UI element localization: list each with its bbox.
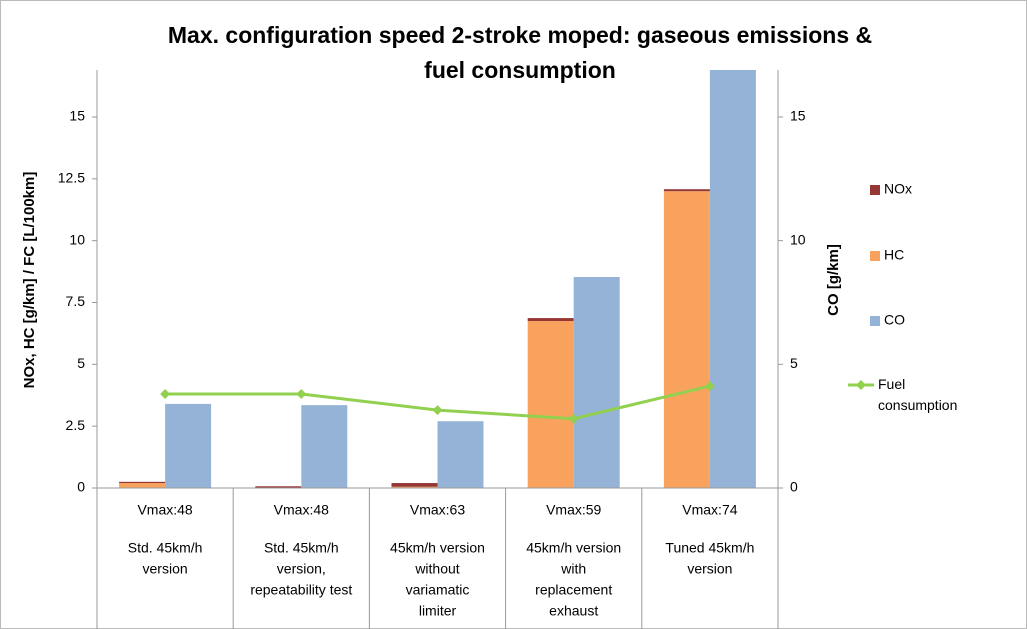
legend-swatch — [870, 185, 880, 195]
bar-segment — [527, 321, 574, 488]
y2-tick-label: 15 — [790, 108, 806, 124]
bar — [437, 421, 484, 488]
x-tick-label: limiter — [419, 603, 457, 619]
x-tick-label: exhaust — [549, 603, 598, 619]
x-tick-label: version — [143, 561, 188, 577]
x-tick-label: repeatability test — [250, 582, 352, 598]
bar — [709, 70, 756, 489]
bar-segment — [119, 481, 166, 484]
bar-segment — [663, 191, 710, 489]
x-tick-label: 45km/h version — [390, 540, 485, 556]
x-tick-label: Vmax:74 — [682, 502, 737, 518]
line-marker — [704, 381, 715, 392]
x-tick-label: Vmax:59 — [546, 502, 601, 518]
x-tick-label: Tuned 45km/h — [665, 540, 754, 556]
y-axis-title: NOx, HC [g/km] / FC [L/100km] — [21, 172, 38, 389]
legend-line: consumption — [878, 397, 957, 413]
x-tick-label: Vmax:48 — [137, 502, 192, 518]
legend-swatch — [870, 251, 880, 261]
line-marker — [432, 405, 443, 416]
bar-segment — [391, 486, 438, 488]
bar — [573, 277, 620, 488]
y-tick-label: 5 — [77, 355, 85, 371]
x-tick-label: 45km/h version — [526, 540, 621, 556]
x-tick-label: Vmax:63 — [410, 502, 465, 518]
y-tick-label: 2.5 — [66, 417, 86, 433]
legend-line: Fuel — [878, 376, 905, 392]
legend-marker — [856, 380, 866, 390]
x-tick-label: version, — [277, 561, 326, 577]
x-tick-label: with — [560, 561, 586, 577]
x-tick-label: variamatic — [406, 582, 470, 598]
x-tick-label: replacement — [535, 582, 612, 598]
bar-segment — [119, 483, 166, 488]
bar-segment — [527, 318, 574, 322]
y-tick-label: 15 — [69, 108, 85, 124]
bar — [165, 403, 212, 488]
y-tick-label: 10 — [69, 231, 85, 247]
x-tick-label: without — [414, 561, 459, 577]
bar-segment — [663, 189, 710, 192]
legend-label: HC — [884, 247, 904, 263]
y-tick-label: 7.5 — [66, 293, 86, 309]
bar — [301, 405, 348, 488]
bar-segment — [391, 483, 438, 487]
chart-title: fuel consumption — [424, 57, 616, 83]
y2-axis-title: CO [g/km] — [825, 244, 842, 316]
y-tick-label: 0 — [77, 479, 85, 495]
legend-label: CO — [884, 312, 905, 328]
x-tick-label: version — [687, 561, 732, 577]
line-marker — [296, 389, 307, 400]
bar-segment — [255, 486, 302, 488]
legend-label: Fuel consumption — [878, 376, 957, 413]
chart-title: Max. configuration speed 2-stroke moped:… — [168, 22, 872, 48]
legend-label: NOx — [884, 181, 912, 197]
y2-tick-label: 0 — [790, 479, 798, 495]
y2-tick-label: 5 — [790, 355, 798, 371]
legend-swatch — [870, 316, 880, 326]
y-tick-label: 12.5 — [58, 170, 85, 186]
x-tick-label: Vmax:48 — [274, 502, 329, 518]
y2-tick-label: 10 — [790, 231, 806, 247]
line-marker — [568, 413, 579, 424]
x-tick-label: Std. 45km/h — [264, 540, 339, 556]
plot-area — [119, 70, 756, 489]
x-tick-label: Std. 45km/h — [128, 540, 203, 556]
line-marker — [160, 389, 171, 400]
